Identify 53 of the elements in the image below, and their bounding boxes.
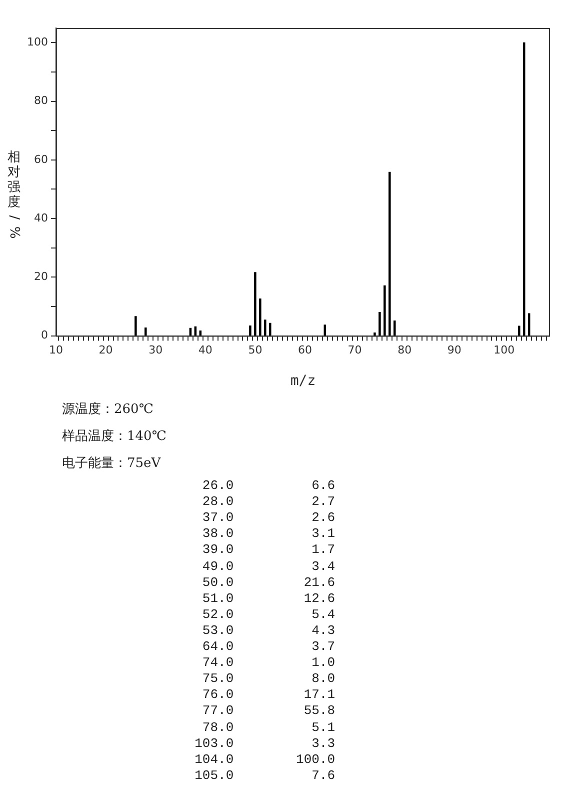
x-axis-title: m/z: [289, 373, 317, 389]
x-tick-label: 100: [494, 343, 515, 356]
bar: [518, 326, 520, 336]
bar: [388, 172, 391, 336]
x-tick-label: 90: [447, 343, 462, 356]
y-axis-title: 相对强度/%: [6, 150, 22, 240]
bar: [144, 328, 147, 336]
text: 78.0 5.1: [201, 720, 336, 736]
text: 38.0 3.1: [201, 526, 336, 542]
x-tick-label: 70: [348, 343, 362, 356]
x-tick-label: 40: [198, 343, 212, 356]
text: 39.0 1.7: [201, 542, 336, 558]
bar: [269, 322, 272, 336]
bar: [378, 312, 381, 336]
text: 49.0 3.4: [201, 558, 336, 575]
text: 51.0 12.6: [201, 590, 336, 607]
x-tick-label: 10: [48, 343, 63, 356]
bar: [249, 326, 252, 336]
text: 50.0 21.6: [201, 574, 336, 591]
text: 105.0 7.6: [194, 768, 336, 784]
text: 104.0 100.0: [194, 752, 336, 768]
text: 64.0 3.7: [201, 639, 336, 656]
y-tick-label: 0: [40, 328, 48, 342]
bar: [134, 316, 137, 336]
text: 103.0 3.3: [194, 736, 336, 752]
text: 53.0 4.3: [201, 622, 336, 639]
bar: [254, 272, 256, 336]
text: 37.0 2.6: [201, 510, 336, 526]
text: 28.0 2.7: [201, 494, 336, 510]
y-tick-label: 20: [34, 270, 48, 284]
text: 样品温度：140℃: [62, 428, 166, 446]
text: 52.0 5.4: [201, 606, 336, 623]
y-tick-label: 80: [34, 94, 48, 108]
y-tick-label: 40: [34, 211, 48, 224]
text: 74.0 1.0: [201, 655, 336, 672]
text: 76.0 17.1: [201, 687, 336, 704]
bar: [374, 332, 376, 336]
y-tick-label: 60: [34, 152, 48, 166]
bar: [384, 285, 386, 336]
bar: [264, 320, 266, 336]
x-tick-label: 50: [248, 343, 262, 356]
x-tick-label: 80: [398, 343, 412, 356]
y-tick-label: 100: [26, 36, 48, 49]
text: 26.0 6.6: [201, 478, 336, 494]
x-tick-label: 30: [148, 343, 163, 356]
x-tick-label: 20: [98, 343, 113, 356]
text: 源温度：260℃: [62, 401, 154, 419]
bar: [393, 320, 396, 336]
text: 77.0 55.8: [201, 703, 336, 720]
text: 电子能量：75eV: [62, 455, 162, 473]
x-tick-label: 60: [298, 343, 312, 356]
bar: [259, 298, 262, 336]
text: 75.0 8.0: [201, 671, 336, 688]
